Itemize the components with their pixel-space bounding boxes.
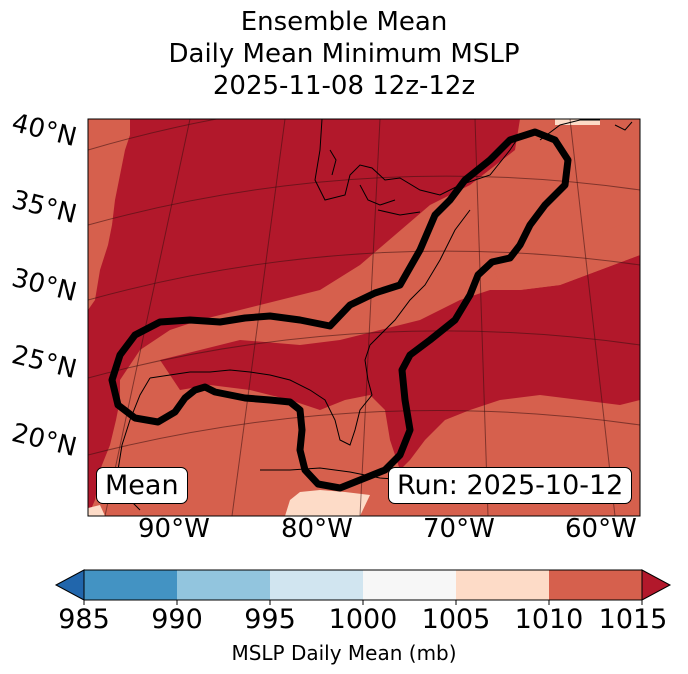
- colorbar-segment-1010-1015: [549, 570, 642, 600]
- lon-label-70w: 70°W: [423, 514, 495, 544]
- pressure-field-caribbean: [285, 490, 370, 516]
- mean-badge: Mean: [96, 467, 188, 504]
- title-line-1: Ensemble Mean: [240, 7, 448, 37]
- colorbar-segment-1005-1010: [456, 570, 549, 600]
- colorbar-under-extension: [54, 569, 85, 601]
- pressure-field-west-edge: [88, 119, 130, 310]
- colorbar-segment-995-1000: [270, 570, 363, 600]
- colorbar-tick-marks: [83, 600, 643, 605]
- colorbar-tick-1000: 1000: [328, 604, 398, 635]
- pressure-field-corner: [88, 505, 105, 516]
- run-date-badge: Run: 2025-10-12: [388, 467, 633, 504]
- colorbar-segment-985-990: [84, 570, 177, 600]
- colorbar-tick-985: 985: [58, 604, 110, 635]
- colorbar-over-extension: [641, 569, 672, 601]
- map-frame: [87, 118, 641, 517]
- title-line-2: Daily Mean Minimum MSLP: [168, 39, 520, 69]
- colorbar-tick-1010: 1010: [514, 604, 584, 635]
- colorbar-tick-995: 995: [244, 604, 296, 635]
- lon-label-90w: 90°W: [138, 514, 210, 544]
- colorbar-tick-1015: 1015: [598, 604, 668, 635]
- colorbar-tick-990: 990: [151, 604, 203, 635]
- colorbar-segment-1000-1005: [363, 570, 456, 600]
- isobar-1015-contour: [108, 128, 572, 492]
- colorbar-tick-1005: 1005: [421, 604, 491, 635]
- lon-label-60w: 60°W: [565, 514, 637, 544]
- title-line-3: 2025-11-08 12z-12z: [212, 71, 476, 101]
- colorbar-label: MSLP Daily Mean (mb): [231, 641, 457, 665]
- pressure-field-atlantic-pocket: [490, 220, 640, 290]
- pressure-field-high-south: [160, 255, 640, 470]
- colorbar-segment-990-995: [177, 570, 270, 600]
- pressure-field-high-north: [88, 119, 520, 516]
- lon-label-80w: 80°W: [281, 514, 353, 544]
